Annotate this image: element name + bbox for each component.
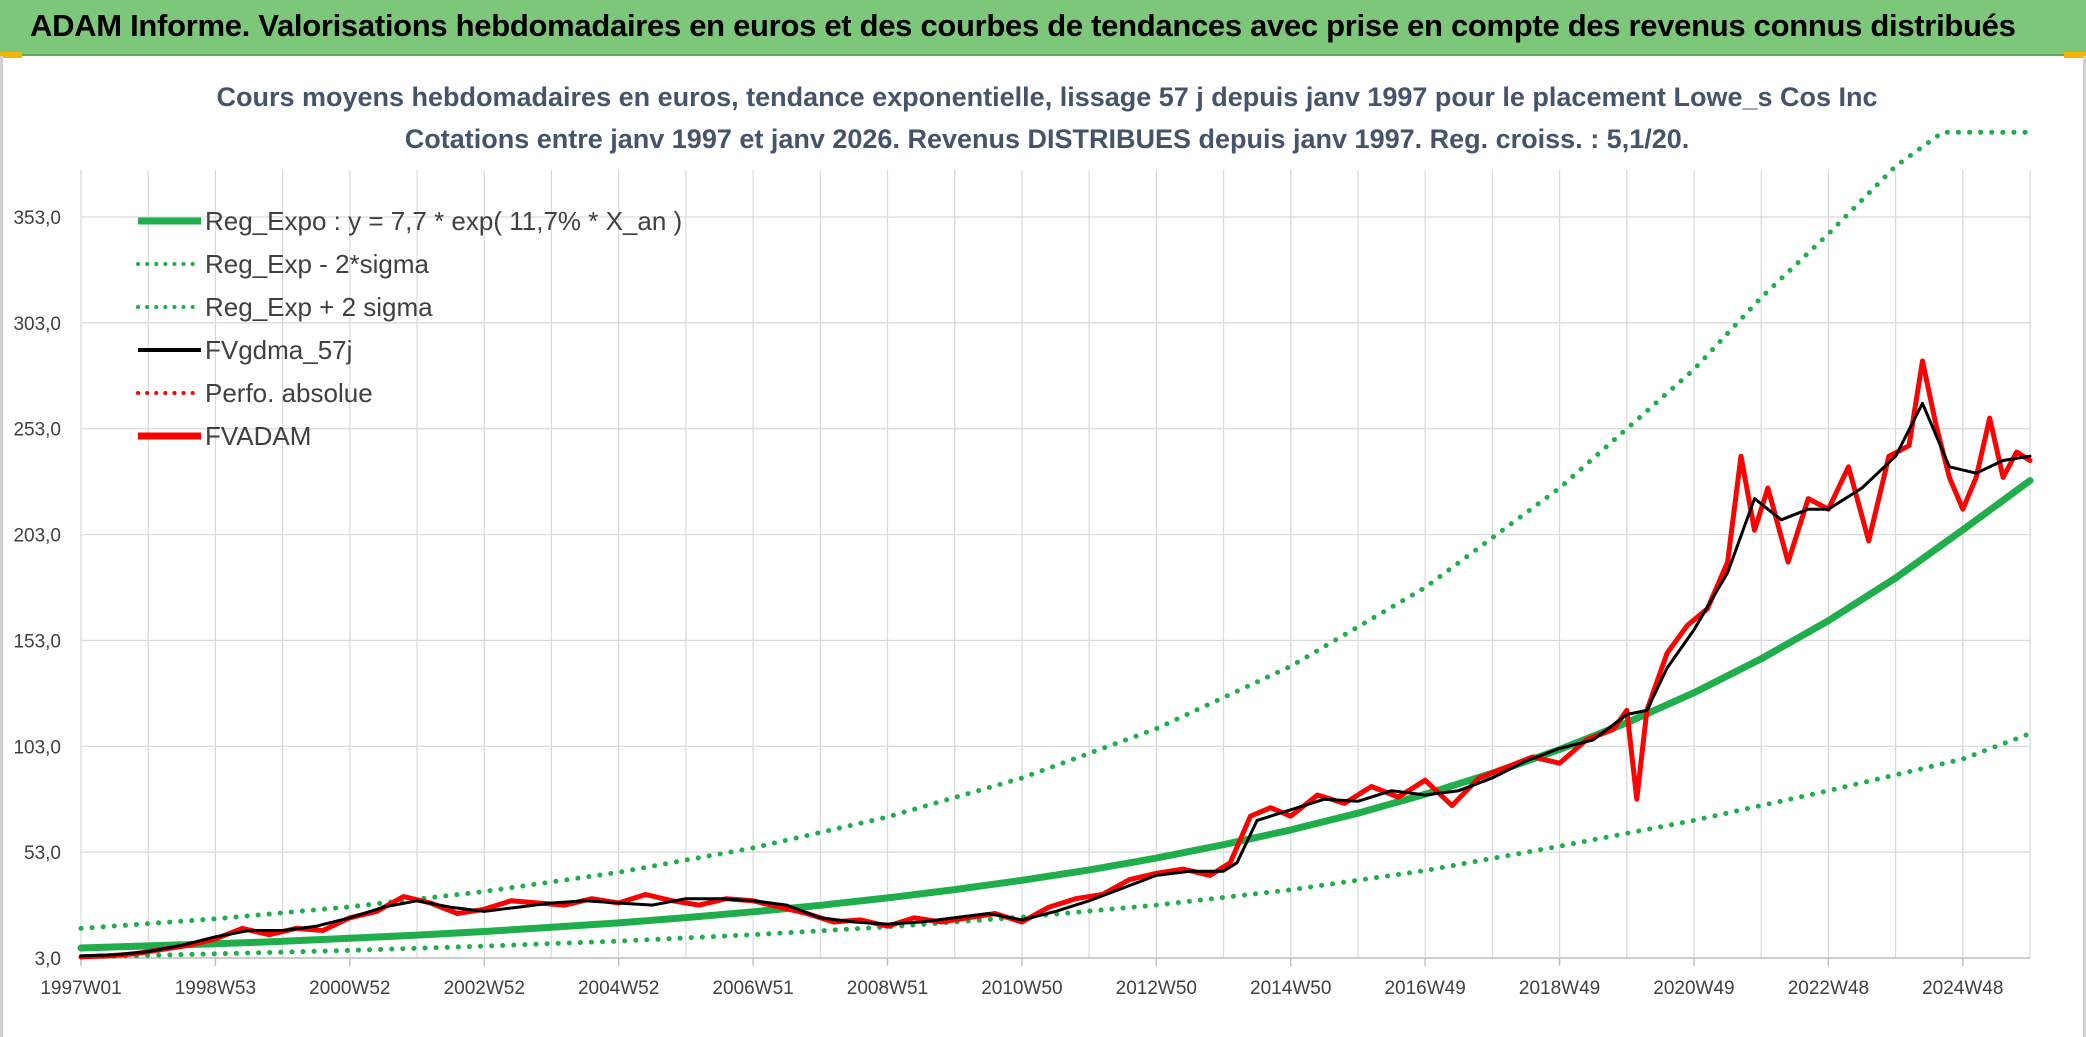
y-tick-label: 53,0: [24, 843, 61, 864]
x-tick-label: 2022W48: [1788, 978, 1869, 999]
y-tick-label: 103,0: [13, 737, 61, 758]
left-corner-accent: [0, 52, 22, 58]
right-corner-accent: [2064, 52, 2086, 58]
x-tick-label: 2024W48: [1922, 978, 2003, 999]
series-fvadam: [78, 358, 2033, 960]
legend-label: Reg_Exp - 2*sigma: [205, 249, 430, 279]
y-tick-label: 3,0: [35, 949, 61, 970]
x-tick-label: 1997W01: [40, 978, 121, 999]
legend-label: Reg_Exp + 2 sigma: [205, 292, 433, 322]
series-reg-exp-2-sigma: [78, 731, 2033, 960]
x-tick-label: 2016W49: [1384, 978, 1465, 999]
x-tick-label: 2018W49: [1519, 978, 1600, 999]
axes-layer: 3,0 53,0 103,0 153,0 203,0 253,0 303,0 353,0 199…: [13, 208, 2030, 999]
x-tick-label: 2002W52: [444, 978, 525, 999]
x-tick-label: 2000W52: [309, 978, 390, 999]
chart: 3,0 53,0 103,0 153,0 203,0 253,0 303,0 353,0 199…: [13, 82, 2034, 999]
x-tick-label: 2020W49: [1653, 978, 1734, 999]
legend-label: Reg_Expo : y = 7,7 * exp( 11,7% * X_an ): [205, 206, 682, 236]
chart-subtitle: Cotations entre janv 1997 et janv 2026. …: [405, 124, 1690, 154]
y-tick-label: 303,0: [13, 314, 61, 335]
x-tick-label: 1998W53: [175, 978, 256, 999]
legend-label: Perfo. absolue: [205, 378, 373, 408]
legend-label: FVADAM: [205, 421, 311, 451]
series-layer: [77, 129, 2034, 960]
chart-title: Cours moyens hebdomadaires en euros, ten…: [216, 82, 1877, 112]
report-title: ADAM Informe. Valorisations hebdomadaire…: [30, 8, 2016, 43]
y-tick-label: 203,0: [13, 526, 61, 547]
legend: Reg_Expo : y = 7,7 * exp( 11,7% * X_an )…: [136, 206, 682, 451]
y-tick-label: 153,0: [13, 631, 61, 652]
series-reg-expo: [77, 477, 2034, 952]
x-tick-label: 2008W51: [847, 978, 928, 999]
x-tick-label: 2012W50: [1116, 978, 1197, 999]
grid-layer: [80, 170, 2031, 959]
y-tick-label: 353,0: [13, 208, 61, 229]
series-reg-exp-2-sigma: [78, 129, 2033, 931]
y-tick-label: 253,0: [13, 420, 61, 441]
legend-label: FVgdma_57j: [205, 335, 352, 365]
x-tick-label: 2006W51: [712, 978, 793, 999]
chart-frame: 3,0 53,0 103,0 153,0 203,0 253,0 303,0 353,0 199…: [0, 56, 2086, 1037]
report-banner: ADAM Informe. Valorisations hebdomadaire…: [0, 0, 2086, 56]
x-tick-label: 2014W50: [1250, 978, 1331, 999]
series-fvgdma-57j: [79, 401, 2032, 958]
x-tick-label: 2004W52: [578, 978, 659, 999]
x-tick-label: 2010W50: [981, 978, 1062, 999]
